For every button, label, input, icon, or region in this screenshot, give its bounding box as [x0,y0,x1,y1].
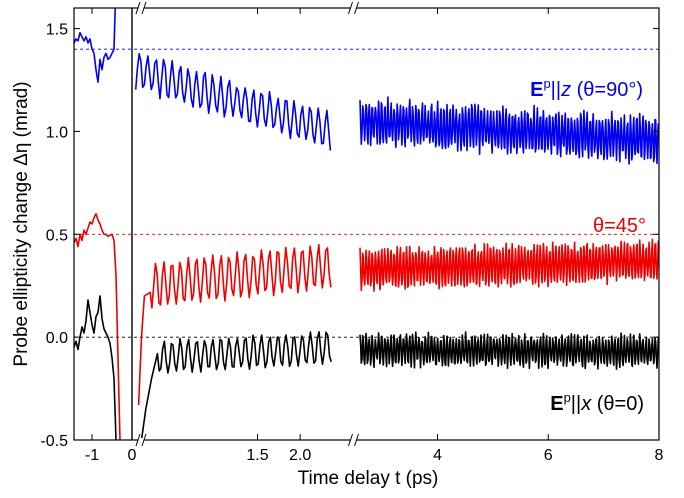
axis-break-slash-b-0-0 [141,1,147,15]
y-tick-label-4: 1.5 [46,22,68,39]
axis-break-slash-a-1-1 [348,433,353,447]
annotation-theta-90-mid: || [551,79,561,101]
annotation-theta-0: Ep||x (θ=0) [550,390,644,415]
y-tick-label-0: -0.5 [40,433,68,450]
trace-series-2-late [359,331,660,370]
x-tick-label-1-0: 1.5 [246,447,268,464]
x-tick-label-0-0: -1 [85,447,99,464]
trace-series-1-post [137,243,332,406]
axis-break-slash-b-0-1 [141,433,147,447]
axis-break-gap-0-1 [138,438,144,442]
annotation-theta-90-prefix: E [530,79,543,101]
annotation-theta-90: Ep||z (θ=90°) [530,76,643,101]
annotation-theta-90-suffix: (θ=90°) [571,79,643,101]
annotation-theta-0-mid: || [571,393,581,415]
plot-frame [73,7,660,441]
trace-series-1-late [359,238,660,292]
y-tick-label-2: 0.5 [46,227,68,244]
trace-series-0-pre [73,7,116,83]
plot-lines [73,7,660,441]
axis-break-slash-b-1-1 [354,433,359,447]
axis-break-slash-a-1-0 [348,1,353,15]
annotation-theta-0-suffix: (θ=0) [591,393,644,415]
y-tick-label-1: 0.0 [46,330,68,347]
x-tick-label-2-1: 6 [544,447,553,464]
x-tick-label-1-1: 2.0 [289,447,311,464]
annotation-theta-90-italic: z [560,79,571,101]
axis-break-gap-1-0 [350,6,357,10]
axis-break-gap-1-1 [350,438,357,442]
axis-break-slash-b-1-0 [354,1,359,15]
x-tick-label-2-2: 8 [655,447,664,464]
annotation-theta-45: θ=45° [593,215,646,237]
trace-series-1-pre [73,212,121,441]
axis-break-gap-0-0 [138,6,144,10]
x-tick-label-2-0: 4 [433,447,442,464]
trace-series-0-late [359,96,660,165]
x-axis-title: Time delay t (ps) [298,468,439,489]
trace-series-2-post [140,331,332,441]
annotation-theta-0-italic: x [580,393,592,415]
annotation-theta-0-prefix: E [550,393,563,415]
annotation-theta-0-sup: p [564,390,571,405]
axis-break-slash-a-0-0 [135,1,141,15]
y-axis-title: Probe ellipticity change Δη (mrad) [11,81,32,366]
axis-break-slash-a-0-1 [135,433,141,447]
trace-series-0-post [134,52,332,151]
axis-ticks [74,1,660,447]
annotation-theta-90-sup: p [543,76,550,91]
axis-labels: -0.5 0.0 0.5 1.0 1.5 -1 0 1.5 2.0 4 6 8 [40,22,663,464]
y-tick-label-3: 1.0 [46,124,68,141]
trace-series-2-pre [73,295,117,441]
x-tick-label-0-1: 0 [128,447,137,464]
